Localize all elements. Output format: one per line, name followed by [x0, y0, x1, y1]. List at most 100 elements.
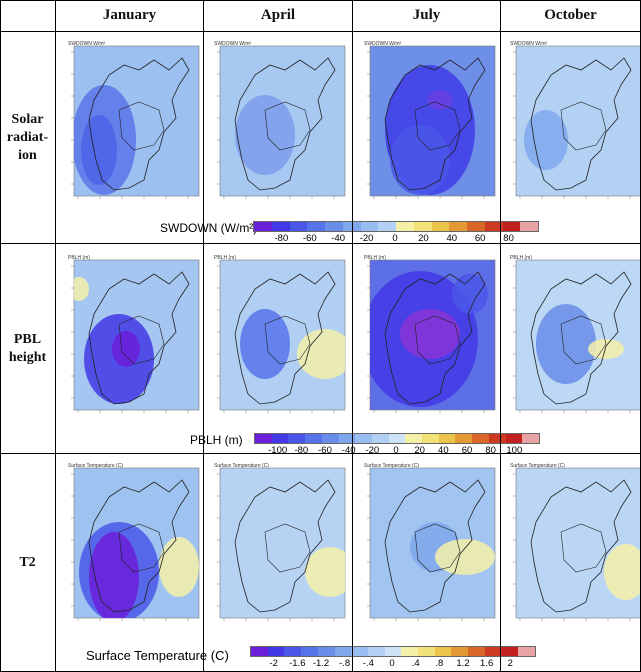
map-panel-t2-july: Surface Temperature (C) [360, 462, 500, 634]
colorbar-swatch [271, 434, 289, 443]
colorbar-swdown-swatches [253, 221, 539, 232]
colorbar-swatch [388, 434, 406, 443]
colorbar-swatch [325, 222, 343, 231]
colorbar-tick-label: .4 [411, 658, 420, 669]
colorbar-tick-label: -1.6 [289, 658, 306, 669]
map-panel-title: SWDOWN W/m² [510, 41, 548, 47]
colorbar-tick-label: 0 [393, 445, 399, 456]
colorbar-pblh-ticks: -100 -80 -60 -40 -20 0 20 40 60 80 100 [254, 445, 538, 457]
map-panel-solar-radiation-july: SWDOWN W/m² [360, 40, 500, 212]
map-panel-title: Surface Temperature (C) [68, 463, 123, 469]
colorbar-tick-label: 1.6 [480, 658, 494, 669]
colorbar-swatch [360, 222, 379, 231]
map-panel-t2-october: Surface Temperature (C) [506, 462, 641, 634]
map-panel-title: PBLH (m) [364, 255, 386, 261]
map-plot [513, 259, 641, 413]
row-label-pbl-height: PBL height [8, 331, 47, 365]
colorbar-tick-label: 2 [507, 658, 513, 669]
map-plot [71, 45, 200, 199]
colorbar-swdown: SWDOWN (W/m²) -80 -60 -40 -20 0 20 40 60 80 [160, 218, 560, 244]
colorbar-tick-label: -2 [269, 658, 278, 669]
map-plot [217, 467, 346, 621]
map-panel-title: Surface Temperature (C) [510, 463, 565, 469]
map-panel-solar-radiation-january: SWDOWN W/m² [64, 40, 204, 212]
map-panel-title: Surface Temperature (C) [364, 463, 419, 469]
colorbar-swatch [396, 222, 414, 231]
colorbar-swatch [422, 434, 439, 443]
colorbar-swatch [334, 647, 352, 656]
colorbar-swatch [371, 434, 389, 443]
map-plot [367, 467, 496, 621]
map-panel-title: PBLH (m) [510, 255, 532, 261]
colorbar-swatch [484, 647, 502, 656]
column-header-july: July [412, 7, 441, 23]
map-panel-title: SWDOWN W/m² [214, 41, 252, 47]
colorbar-swatch [351, 647, 368, 656]
colorbar-swatch [502, 222, 521, 231]
colorbar-swatch [468, 647, 485, 656]
colorbar-tick-label: 1.2 [456, 658, 470, 669]
map-panel-solar-radiation-october: SWDOWN W/m² [506, 40, 641, 212]
colorbar-tick-label: -.8 [339, 658, 351, 669]
colorbar-tick-label: -80 [274, 233, 289, 244]
colorbar-tick-label: 60 [461, 445, 473, 456]
colorbar-swatch [505, 434, 523, 443]
colorbar-swdown-ticks: -80 -60 -40 -20 0 20 40 60 80 [253, 233, 537, 245]
colorbar-tick-label: -.4 [362, 658, 374, 669]
map-panel-t2-april: Surface Temperature (C) [210, 462, 350, 634]
colorbar-swatch [518, 647, 535, 656]
colorbar-swatch [405, 434, 423, 443]
map-panel-title: PBLH (m) [214, 255, 236, 261]
colorbar-tick-label: -1.2 [312, 658, 330, 669]
colorbar-swatch [355, 434, 372, 443]
colorbar-swatch [288, 434, 306, 443]
map-panel-t2-january: Surface Temperature (C) [64, 462, 204, 634]
colorbar-swatch [342, 222, 361, 231]
map-panel-title: Surface Temperature (C) [214, 463, 269, 469]
map-plot [513, 45, 641, 199]
colorbar-tick-label: -60 [318, 445, 332, 456]
colorbar-swatch [267, 647, 285, 656]
colorbar-swatch [305, 434, 322, 443]
map-panel-title: SWDOWN W/m² [68, 41, 106, 47]
colorbar-swatch [317, 647, 335, 656]
colorbar-tick-label: -80 [294, 445, 309, 456]
colorbar-swatch [301, 647, 318, 656]
colorbar-tick-label: 40 [438, 445, 449, 456]
colorbar-swatch [520, 222, 538, 231]
map-panel-pbl-height-october: PBLH (m) [506, 254, 641, 426]
colorbar-swatch [434, 647, 452, 656]
colorbar-swdown-label: SWDOWN (W/m²) [160, 221, 258, 235]
colorbar-swatch [378, 222, 396, 231]
colorbar-swatch [251, 647, 268, 656]
colorbar-swatch [522, 434, 539, 443]
column-header-april: April [260, 7, 296, 23]
map-plot [513, 467, 641, 621]
colorbar-tick-label: 80 [503, 233, 514, 244]
row-label-t2: T2 [19, 554, 36, 570]
colorbar-pblh-swatches [254, 433, 540, 444]
colorbar-swatch [367, 647, 385, 656]
colorbar-tick-label: -60 [302, 233, 317, 244]
colorbar-swatch [472, 434, 489, 443]
colorbar-tick-label: -40 [341, 445, 356, 456]
colorbar-tick-label: -20 [359, 233, 374, 244]
colorbar-swatch [338, 434, 356, 443]
column-header-october: October [544, 7, 597, 23]
colorbar-surface-temperature-swatches [250, 646, 536, 657]
colorbar-swatch [307, 222, 325, 231]
colorbar-surface-temperature-label: Surface Temperature (C) [86, 648, 229, 663]
colorbar-tick-label: 100 [506, 445, 523, 456]
colorbar-swatch [254, 222, 272, 231]
colorbar-swatch [271, 222, 290, 231]
colorbar-swatch [451, 647, 469, 656]
colorbar-swatch [467, 222, 485, 231]
map-panel-pbl-height-april: PBLH (m) [210, 254, 350, 426]
map-plot [217, 45, 346, 199]
colorbar-swatch [418, 647, 435, 656]
colorbar-tick-label: .8 [435, 658, 444, 669]
colorbar-pblh: PBLH (m) -100 -80 -60 -40 -20 0 20 40 60 80 100 [190, 430, 550, 456]
map-plot [71, 467, 200, 621]
colorbar-swatch [449, 222, 467, 231]
